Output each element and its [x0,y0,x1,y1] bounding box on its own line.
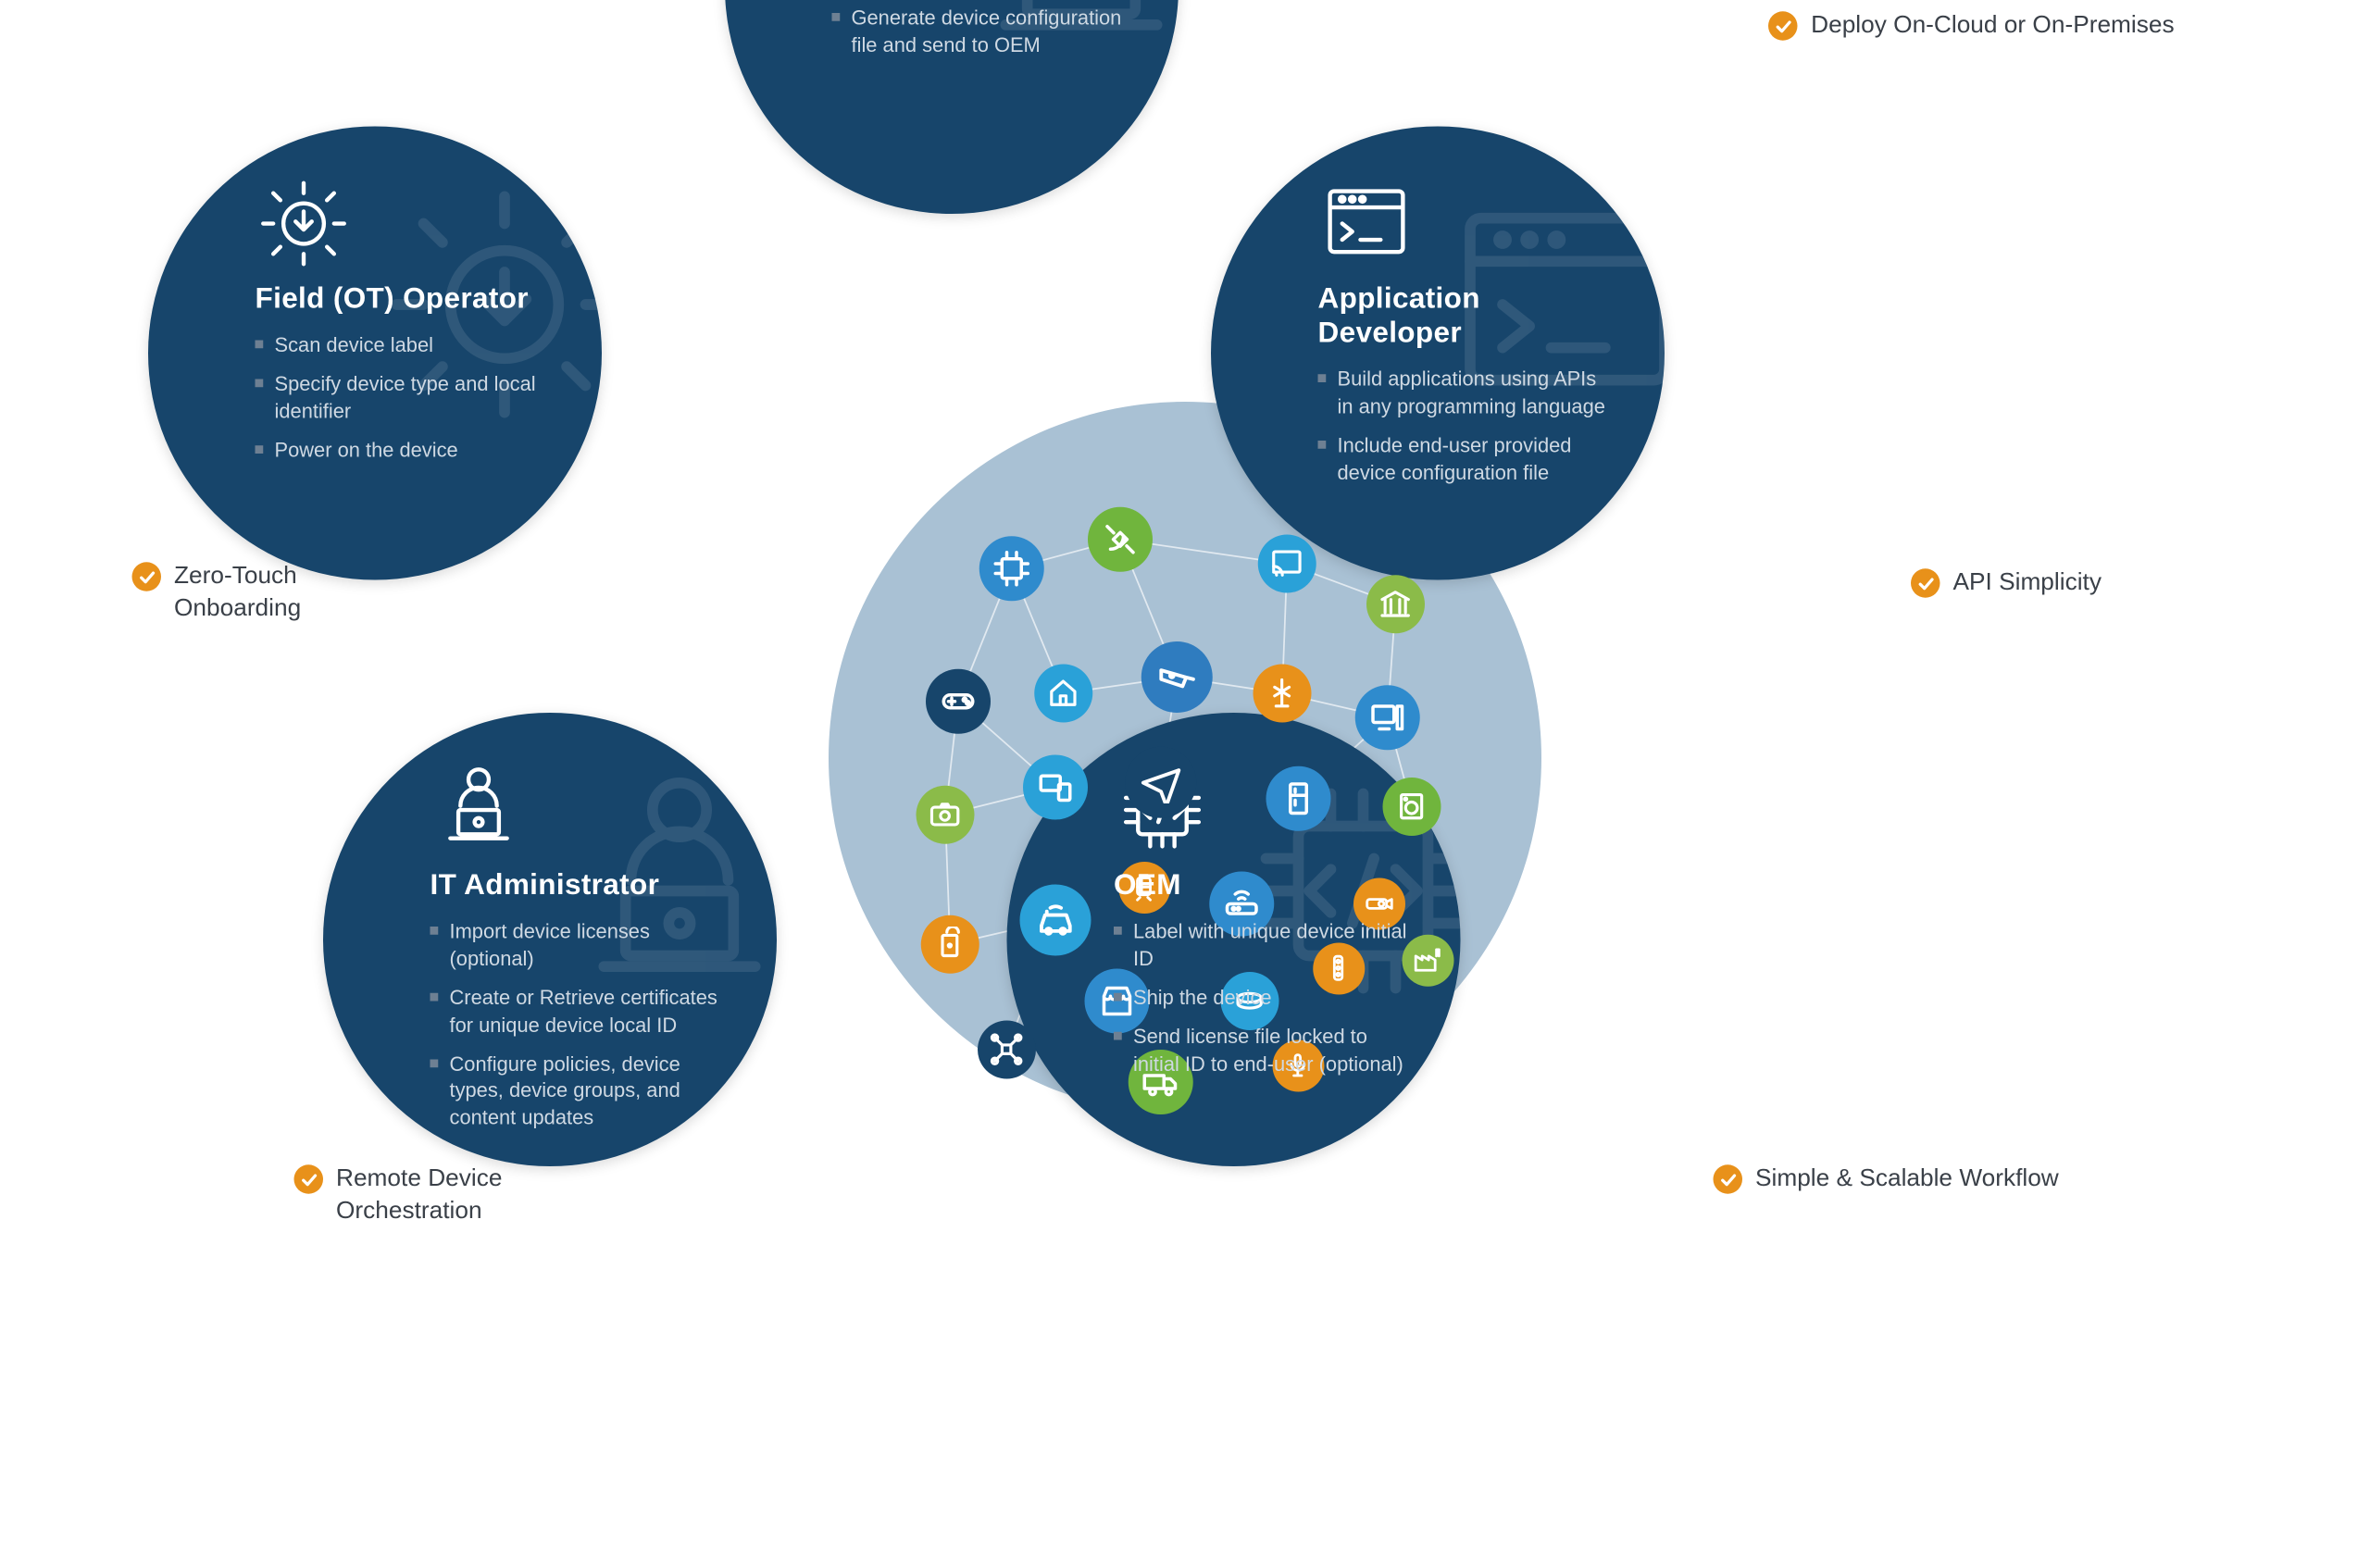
check-icon [1911,568,1940,598]
role-bullet: Include end-user provided device configu… [1318,431,1616,486]
iot-node-plane [1125,746,1196,817]
check-icon [294,1164,324,1194]
role-bullets: Import device licenses (optional) Create … [430,918,729,1143]
gear-download-icon [256,175,353,266]
callout-api-simplicity: API Simplicity [1911,566,2102,599]
role-bullet: Generate device configuration file and s… [832,5,1130,59]
iot-node-router-wall [921,915,979,973]
iot-node-bank [1366,575,1425,633]
check-icon [1714,1164,1743,1194]
check-icon [1769,11,1799,41]
iot-node-satellite [1088,506,1153,571]
iot-node-car [1020,884,1091,955]
callout-text: API Simplicity [1953,566,2102,599]
role-bullet: Send license file locked to initial ID t… [1114,1023,1412,1077]
iot-node-home [1034,664,1092,722]
role-title: OEM [1114,868,1412,902]
role-bullet: Specify device type and local identifier [256,370,554,425]
callout-text: Zero-Touch Onboarding [174,560,359,626]
iot-node-camera [917,785,975,843]
role-bullets: Label with unique device initial ID Ship … [1114,918,1412,1089]
terminal-window-icon [1318,175,1416,266]
admin-laptop-icon [430,761,528,852]
iot-node-camera-sec [1141,641,1213,713]
role-end-user: End User Configure unique keysGenerate d… [725,0,1179,214]
callout-simple-scalable: Simple & Scalable Workflow [1714,1163,2059,1195]
iot-node-tower [1254,664,1312,722]
role-bullet: Ship the device [1114,984,1412,1012]
iot-node-gamepad [926,668,991,733]
diagram-stage: End User Configure unique keysGenerate d… [3,0,2368,1568]
iot-node-washer [1383,778,1441,836]
role-field-operator: Field (OT) Operator Scan device label Spe… [148,126,602,579]
callout-text: Deploy On-Cloud or On-Premises [1811,9,2174,42]
role-bullets: Build applications using APIs in any pro… [1318,366,1616,498]
top-callouts: Agentless, SaaS Platform for IoT/IIoT + … [1769,0,2303,58]
role-bullet: Scan device label [256,331,554,359]
role-title: Field (OT) Operator [256,281,554,316]
role-title: IT Administrator [430,868,729,902]
role-bullets: Configure unique keysGenerate device con… [832,0,1130,70]
role-app-developer: Application Developer Build applications… [1211,126,1665,579]
role-title: Application Developer [1318,281,1616,350]
iot-node-chip [979,536,1044,601]
iot-node-drone [978,1020,1036,1078]
role-bullet: Configure policies, device types, device… [430,1050,729,1132]
role-bullets: Scan device label Specify device type and… [256,331,554,475]
role-bullet: Label with unique device initial ID [1114,918,1412,973]
iot-node-cast [1258,534,1316,592]
check-icon [132,562,162,591]
callout-deploy: Deploy On-Cloud or On-Premises [1769,9,2303,42]
callout-text: Remote Device Orchestration [336,1163,537,1228]
role-bullet: Create or Retrieve certificates for uniq… [430,984,729,1039]
role-bullet: Import device licenses (optional) [430,918,729,973]
iot-node-devices [1023,754,1088,819]
callout-remote-orch: Remote Device Orchestration [294,1163,538,1228]
iot-node-fridge [1266,765,1331,830]
iot-node-pc [1355,685,1420,750]
callout-zero-touch: Zero-Touch Onboarding [132,560,359,626]
role-bullet: Build applications using APIs in any pro… [1318,366,1616,420]
role-bullet: Power on the device [256,436,554,464]
role-it-admin: IT Administrator Import device licenses … [323,713,777,1166]
callout-text: Simple & Scalable Workflow [1755,1163,2059,1195]
